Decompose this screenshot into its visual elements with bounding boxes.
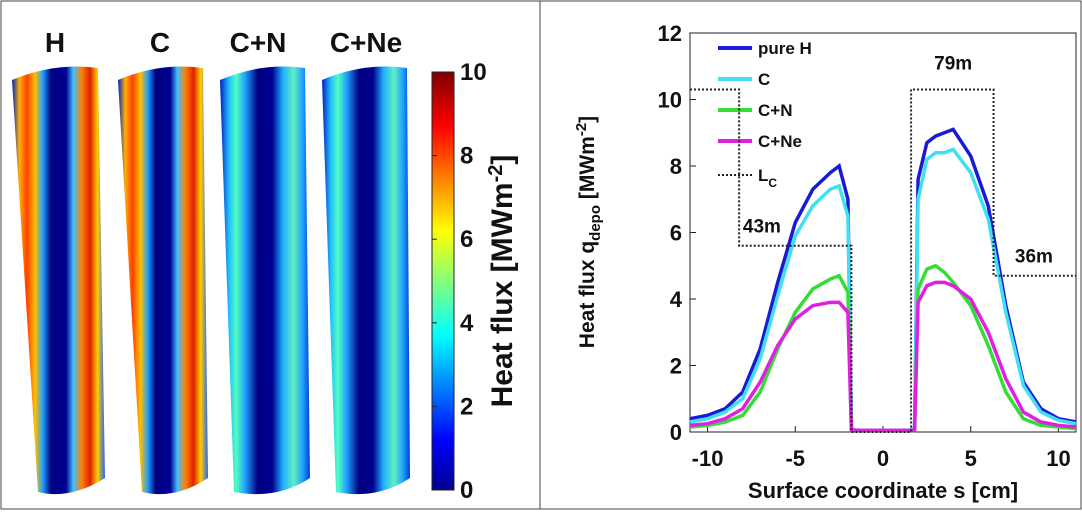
panel-label: C+Ne (330, 27, 402, 58)
annotation: 79m (934, 54, 972, 75)
x-tick-label: 10 (1046, 446, 1070, 471)
colorbar-tick-label: 10 (460, 59, 487, 86)
legend-name: C+Ne (758, 132, 802, 151)
annotation: 36m (1015, 246, 1053, 267)
x-tick-label: 0 (877, 446, 889, 471)
legend-label: pure H (758, 39, 812, 58)
y-tick-label: 10 (658, 88, 682, 113)
panel-label: H (45, 27, 65, 58)
colorbar-label: Heat flux [MWm-2] (485, 155, 519, 408)
y-tick-label: 12 (658, 21, 682, 46)
y-tick-label: 2 (670, 354, 682, 379)
legend-label: LC (758, 166, 777, 190)
y-tick-label: 6 (670, 221, 682, 246)
y-tick-label: 0 (670, 420, 682, 445)
legend-subscript: C (768, 176, 777, 190)
series-line (690, 88, 1076, 433)
heat-strip (220, 66, 310, 495)
legend-name: L (758, 166, 768, 185)
series-line (689, 280, 1077, 433)
heat-strip (12, 66, 105, 495)
y-axis-title: Heat flux qdepo [MWm-2] (573, 116, 604, 348)
colorbar-tick-label: 6 (460, 226, 473, 253)
heat-strip (322, 66, 410, 495)
legend-name: C+N (758, 101, 792, 120)
legend-label: C (758, 70, 770, 89)
y-tick-label: 4 (670, 287, 683, 312)
colorbar-tick-label: 8 (460, 143, 473, 170)
panel-label: C+N (230, 27, 287, 58)
legend-label: C+Ne (758, 132, 802, 151)
x-tick-label: -10 (692, 446, 724, 471)
annotation: 43m (743, 217, 781, 238)
colorbar (431, 71, 455, 491)
series-line (689, 147, 1077, 433)
legend-name: pure H (758, 39, 812, 58)
colorbar-tick-label: 2 (460, 393, 473, 420)
legend-name: C (758, 70, 770, 89)
panel-label: C (150, 27, 170, 58)
x-tick-label: -5 (785, 446, 805, 471)
y-tick-label: 8 (670, 154, 682, 179)
x-tick-label: 5 (965, 446, 977, 471)
colorbar-tick-label: 0 (460, 477, 473, 504)
heat-strip (118, 66, 208, 495)
x-axis-title: Surface coordinate s [cm] (748, 478, 1018, 503)
colorbar-tick-label: 4 (460, 310, 474, 337)
legend-label: C+N (758, 101, 792, 120)
